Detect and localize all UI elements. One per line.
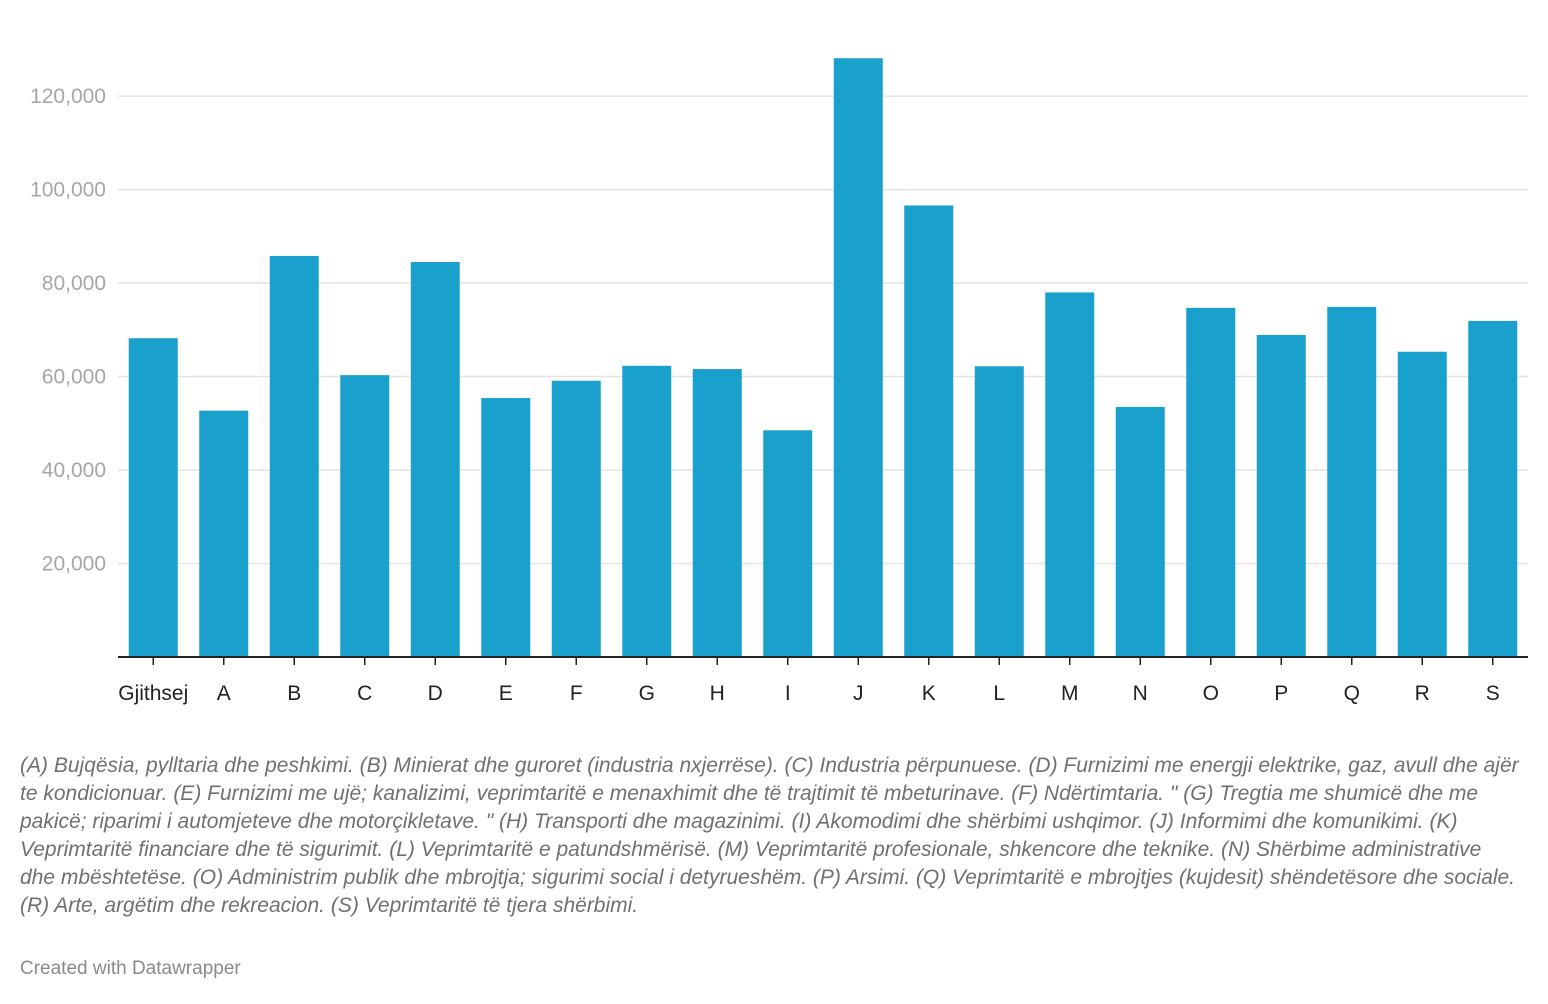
bar	[1397, 351, 1447, 657]
bar	[974, 366, 1024, 657]
bar	[1186, 307, 1236, 657]
bar-chart: 20,000 40,000 60,000 80,000 100,000 120,000 Gj…	[30, 58, 1528, 705]
y-tick-label: 60,000	[42, 366, 106, 389]
bar	[128, 338, 178, 657]
x-tick-label: L	[993, 682, 1005, 705]
bar	[1115, 406, 1165, 657]
x-tick-label: R	[1415, 682, 1430, 705]
credit-text: Created with Datawrapper	[20, 958, 241, 979]
x-tick-label: J	[853, 682, 864, 705]
x-tick-label: I	[785, 682, 791, 705]
y-tick-label: 40,000	[42, 459, 106, 482]
x-tick-label: N	[1133, 682, 1148, 705]
bar	[481, 398, 531, 657]
y-tick-label: 120,000	[30, 85, 106, 108]
bar	[692, 369, 742, 657]
x-tick-label: B	[287, 682, 301, 705]
bar	[1045, 292, 1095, 657]
bar	[269, 255, 319, 657]
x-tick-label: Gjithsej	[118, 682, 188, 705]
bar	[1256, 334, 1306, 657]
x-tick-label: E	[499, 682, 513, 705]
y-tick-label: 100,000	[30, 179, 106, 202]
x-tick-label: S	[1486, 682, 1500, 705]
bar	[551, 380, 601, 657]
x-tick-label: O	[1203, 682, 1219, 705]
bar	[340, 375, 390, 657]
bar	[1327, 306, 1377, 657]
x-tick-label: K	[922, 682, 936, 705]
x-tick-label: M	[1061, 682, 1079, 705]
x-tick-label: F	[570, 682, 583, 705]
x-tick-label: Q	[1344, 682, 1360, 705]
bar	[904, 205, 954, 657]
x-tick-label: P	[1274, 682, 1288, 705]
bar	[1468, 320, 1518, 657]
x-tick-label: A	[217, 682, 231, 705]
y-tick-label: 20,000	[42, 553, 106, 576]
bar	[199, 410, 249, 657]
x-tick-label: C	[357, 682, 372, 705]
y-tick-label: 80,000	[42, 272, 106, 295]
footnote: (A) Bujqësia, pylltaria dhe peshkimi. (B…	[20, 754, 1519, 917]
bar	[410, 262, 460, 657]
bar	[833, 58, 883, 657]
x-tick-label: D	[428, 682, 443, 705]
bar	[763, 430, 813, 657]
x-tick-label: G	[639, 682, 655, 705]
x-tick-label: H	[710, 682, 725, 705]
bar	[622, 365, 672, 657]
